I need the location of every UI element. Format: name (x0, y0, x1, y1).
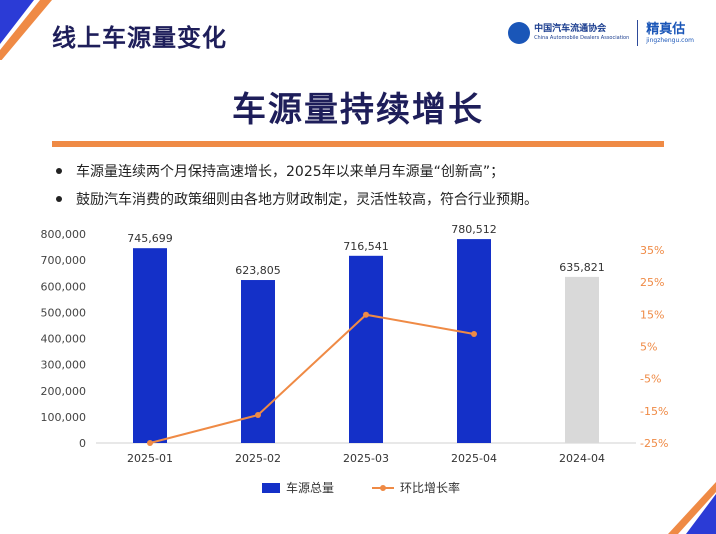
right-tick-label: 5% (640, 341, 657, 354)
cada-logo-icon (508, 22, 531, 44)
category-tick-label: 2024-04 (559, 452, 605, 465)
bullet-text: 车源量连续两个月保持高速增长，2025年以来单月车源量“创新高”； (76, 164, 505, 180)
right-tick-label: 25% (640, 276, 664, 289)
growth-rate-line (149, 313, 475, 444)
bullet-text: 鼓励汽车消费的政策细则由各地方财政制定，灵活性较高，符合行业预期。 (76, 192, 538, 208)
cada-logo: 中国汽车流通协会 China Automobile Dealers Associ… (508, 22, 629, 44)
left-tick-label: 400,000 (41, 333, 87, 346)
left-tick-label: 700,000 (41, 254, 87, 267)
category-tick-label: 2025-02 (235, 452, 281, 465)
left-tick-label: 300,000 (41, 359, 87, 372)
bar-data-label: 780,512 (451, 223, 497, 236)
left-tick-label: 200,000 (41, 385, 87, 398)
left-tick-label: 800,000 (41, 228, 87, 241)
bullet-item: 车源量连续两个月保持高速增长，2025年以来单月车源量“创新高”； (56, 160, 696, 182)
main-title: 车源量持续增长 (232, 90, 484, 130)
corner-decoration-bottom-right (668, 482, 716, 534)
growth-rate-point (363, 311, 369, 318)
page-title: 线上车源量变化 (52, 24, 227, 52)
logo-divider (637, 20, 639, 46)
left-tick-label: 0 (79, 437, 86, 450)
bar-data-label: 635,821 (559, 261, 605, 274)
legend-swatch-bar (262, 483, 280, 493)
logo-group: 中国汽车流通协会 China Automobile Dealers Associ… (508, 20, 694, 46)
jzg-logo-en: jingzhengu.com (646, 36, 694, 44)
growth-rate-point (147, 440, 153, 446)
left-tick-label: 600,000 (41, 280, 87, 293)
bullet-item: 鼓励汽车消费的政策细则由各地方财政制定，灵活性较高，符合行业预期。 (56, 188, 696, 210)
legend-swatch-line-dot (380, 485, 386, 491)
right-tick-label: -15% (640, 405, 668, 418)
left-tick-label: 500,000 (41, 306, 87, 319)
bullet-list: 车源量连续两个月保持高速增长，2025年以来单月车源量“创新高”； 鼓励汽车消费… (56, 160, 696, 216)
growth-rate-point (255, 412, 261, 419)
category-tick-label: 2025-01 (127, 452, 173, 465)
right-tick-label: -5% (640, 373, 661, 386)
cada-logo-en: China Automobile Dealers Association (534, 35, 630, 41)
legend-label-bar: 车源总量 (286, 480, 334, 495)
bar-data-label: 623,805 (235, 264, 281, 277)
bar (349, 255, 383, 443)
jzg-logo-cn: 精真估 (646, 21, 686, 37)
jzg-logo: 精真估 jingzhengu.com (646, 22, 694, 45)
bar (457, 239, 491, 443)
category-tick-label: 2025-04 (451, 452, 497, 465)
corner-decoration-top-left (0, 0, 52, 60)
bar (133, 248, 167, 443)
category-tick-label: 2025-03 (343, 452, 389, 465)
right-tick-label: 35% (640, 244, 664, 257)
growth-rate-point (471, 330, 477, 337)
bullet-dot (56, 196, 62, 202)
left-tick-label: 100,000 (41, 411, 87, 424)
cada-logo-cn: 中国汽车流通协会 (534, 24, 607, 34)
bar (565, 276, 599, 443)
right-tick-label: -25% (640, 437, 668, 450)
legend-label-line: 环比增长率 (400, 480, 460, 495)
bar-data-label: 745,699 (127, 232, 173, 245)
bar-data-label: 716,541 (343, 240, 389, 253)
bullet-dot (56, 168, 62, 174)
right-tick-label: 15% (640, 308, 664, 321)
accent-rule (52, 141, 664, 147)
